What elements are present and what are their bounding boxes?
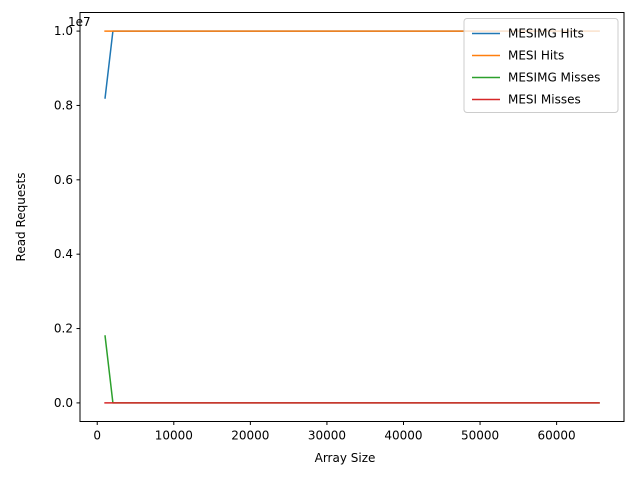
x-tick-label: 50000 — [461, 429, 499, 443]
y-tick-label: 0.6 — [54, 173, 73, 187]
legend-label-1: MESIMG Hits — [508, 27, 584, 41]
legend-box — [463, 18, 619, 113]
y-axis-label: Read Requests — [14, 173, 28, 262]
plot-frame — [79, 12, 625, 422]
y-axis: 0.0 0.2 0.4 0.6 0.8 1.0 — [54, 24, 80, 410]
x-tick-label: 10000 — [155, 429, 193, 443]
y-tick-label: 0.2 — [54, 322, 73, 336]
legend-label-2: MESI Hits — [508, 49, 564, 63]
legend: MESIMG Hits MESI Hits MESIMG Misses MESI Mi… — [463, 18, 619, 113]
y-tick-label: 0.4 — [54, 247, 73, 261]
y-offset-label: 1e7 — [68, 15, 91, 29]
x-tick-label: 30000 — [308, 429, 346, 443]
x-tick-label: 40000 — [384, 429, 422, 443]
y-tick-label: 1.0 — [54, 24, 73, 38]
x-axis-label: Array Size — [315, 451, 376, 465]
x-tick-label: 0 — [93, 429, 101, 443]
x-tick-label: 60000 — [538, 429, 576, 443]
y-tick-label: 0.8 — [54, 98, 73, 112]
x-tick-label: 20000 — [231, 429, 269, 443]
legend-label-3: MESIMG Misses — [508, 71, 600, 85]
x-axis: 0 10000 20000 30000 40000 50000 60000 — [93, 421, 576, 443]
series-layer — [104, 30, 600, 404]
y-tick-label: 0.0 — [54, 396, 73, 410]
legend-label-4: MESI Misses — [508, 93, 581, 107]
